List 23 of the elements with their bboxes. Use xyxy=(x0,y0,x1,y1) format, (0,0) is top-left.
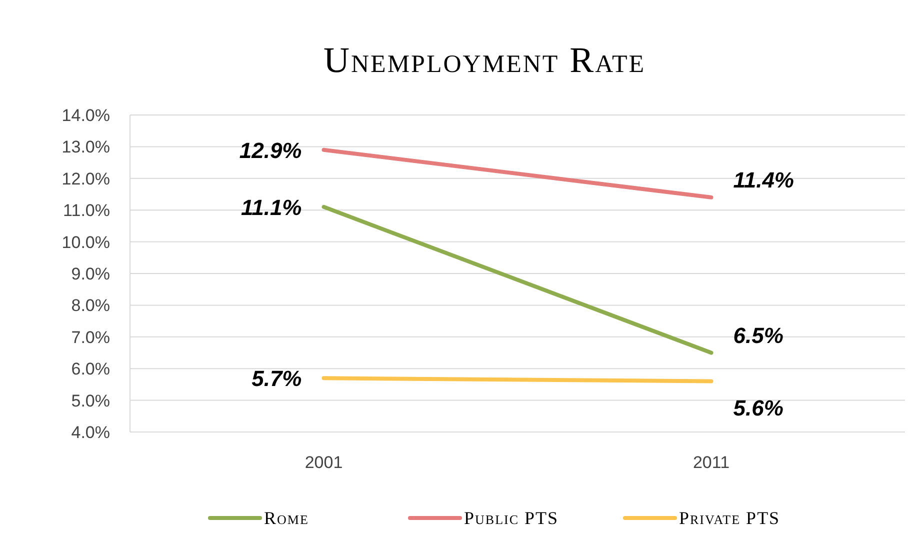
data-label: 5.7% xyxy=(252,366,302,392)
data-label: 11.1% xyxy=(241,194,302,220)
y-tick-label: 7.0% xyxy=(71,328,110,347)
y-tick-label: 10.0% xyxy=(62,232,110,252)
data-label: 6.5% xyxy=(733,322,784,348)
y-tick-label: 11.0% xyxy=(63,201,110,220)
data-label: 5.6% xyxy=(733,395,784,420)
chart-title: Unemployment Rate xyxy=(324,40,646,80)
y-tick-label: 8.0% xyxy=(71,296,110,316)
legend-label: Private PTS xyxy=(679,508,780,528)
x-tick-label: 2001 xyxy=(304,453,343,472)
y-tick-label: 5.0% xyxy=(71,391,110,410)
y-tick-label: 14.0% xyxy=(62,106,110,125)
y-tick-label: 12.0% xyxy=(62,169,110,188)
legend-label: Rome xyxy=(264,508,309,528)
x-tick-label: 2011 xyxy=(692,453,730,472)
data-label: 11.4% xyxy=(733,167,794,192)
y-tick-label: 13.0% xyxy=(62,138,110,157)
y-tick-label: 4.0% xyxy=(71,423,110,442)
data-label: 12.9% xyxy=(239,138,302,163)
y-tick-label: 9.0% xyxy=(71,264,110,284)
legend-label: Public PTS xyxy=(464,508,559,528)
y-tick-label: 6.0% xyxy=(71,360,110,379)
